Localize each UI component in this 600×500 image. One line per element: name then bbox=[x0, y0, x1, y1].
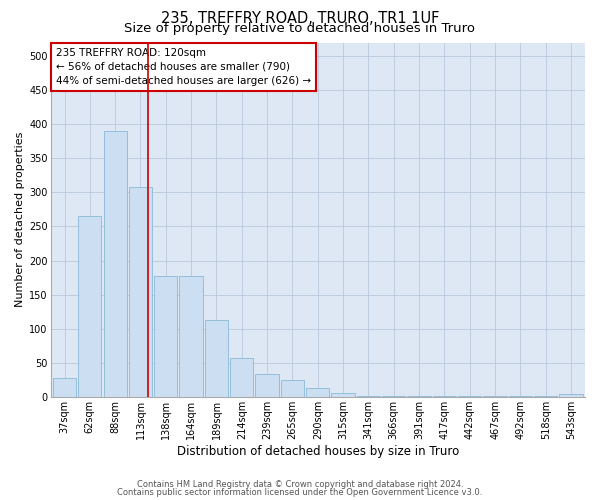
Bar bbox=[357, 396, 380, 397]
Bar bbox=[331, 392, 355, 397]
Bar bbox=[433, 396, 456, 397]
X-axis label: Distribution of detached houses by size in Truro: Distribution of detached houses by size … bbox=[176, 444, 459, 458]
Bar bbox=[407, 396, 431, 397]
Text: Contains public sector information licensed under the Open Government Licence v3: Contains public sector information licen… bbox=[118, 488, 482, 497]
Text: Size of property relative to detached houses in Truro: Size of property relative to detached ho… bbox=[125, 22, 476, 35]
Bar bbox=[53, 378, 76, 397]
Bar bbox=[256, 374, 279, 397]
Bar bbox=[104, 131, 127, 397]
Bar bbox=[230, 358, 253, 397]
Bar bbox=[534, 396, 557, 397]
Bar bbox=[179, 276, 203, 397]
Text: 235, TREFFRY ROAD, TRURO, TR1 1UF: 235, TREFFRY ROAD, TRURO, TR1 1UF bbox=[161, 11, 439, 26]
Y-axis label: Number of detached properties: Number of detached properties bbox=[15, 132, 25, 308]
Bar bbox=[306, 388, 329, 397]
Bar bbox=[458, 396, 481, 397]
Bar bbox=[281, 380, 304, 397]
Bar bbox=[78, 216, 101, 397]
Bar bbox=[509, 396, 532, 397]
Bar bbox=[382, 396, 406, 397]
Bar bbox=[205, 320, 228, 397]
Text: 235 TREFFRY ROAD: 120sqm
← 56% of detached houses are smaller (790)
44% of semi-: 235 TREFFRY ROAD: 120sqm ← 56% of detach… bbox=[56, 48, 311, 86]
Text: Contains HM Land Registry data © Crown copyright and database right 2024.: Contains HM Land Registry data © Crown c… bbox=[137, 480, 463, 489]
Bar bbox=[129, 187, 152, 397]
Bar bbox=[484, 396, 507, 397]
Bar bbox=[154, 276, 178, 397]
Bar bbox=[559, 394, 583, 397]
